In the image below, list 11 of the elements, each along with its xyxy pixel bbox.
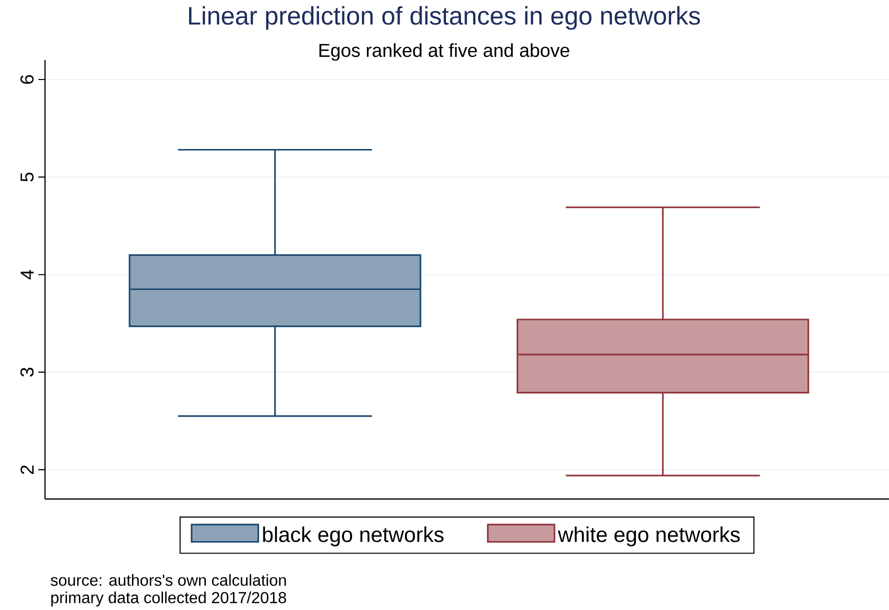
legend-label: black ego networks — [263, 526, 444, 546]
y-tick-label: 2 — [20, 465, 34, 474]
text: primary data collected 2017/2018 — [51, 592, 286, 606]
y-tick-label: 3 — [20, 368, 34, 377]
chart-subtitle: Egos ranked at five and above — [319, 43, 570, 61]
source-note: source: authors's own calculation — [50, 574, 286, 586]
y-tick-label: 4 — [20, 270, 34, 280]
chart-title: Linear prediction of distances in ego networks — [189, 6, 700, 30]
y-tick-label: 6 — [20, 75, 34, 84]
legend-label: white ego networks — [558, 526, 740, 546]
y-tick-label: 5 — [20, 172, 34, 182]
